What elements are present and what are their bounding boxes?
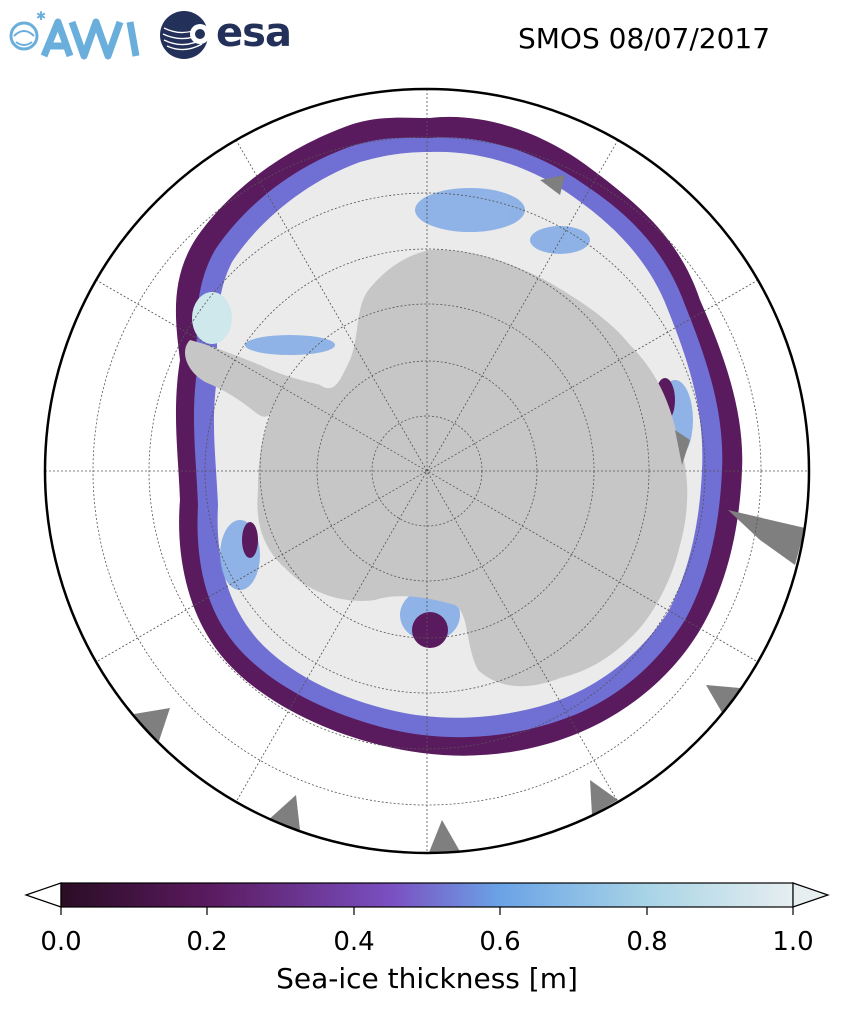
thick-ice-spot bbox=[192, 292, 232, 344]
colorbar-label: Sea-ice thickness [m] bbox=[276, 962, 578, 995]
colorbar: 0.0 0.2 0.4 0.6 0.8 1.0 bbox=[24, 882, 830, 957]
map-title: SMOS 08/07/2017 bbox=[518, 22, 771, 55]
esa-logo bbox=[160, 11, 210, 59]
colorbar-extend-low bbox=[24, 882, 62, 908]
sea-ice-map bbox=[43, 87, 811, 855]
colorbar-extend-high bbox=[792, 882, 830, 908]
antarctic-peninsula bbox=[185, 340, 320, 417]
tick-label: 0.0 bbox=[40, 927, 81, 957]
map-boundary bbox=[43, 87, 811, 855]
antarctica bbox=[257, 249, 688, 687]
awi-logo: ✱ bbox=[9, 9, 140, 60]
colorbar-ticks bbox=[60, 907, 794, 915]
esa-wordmark: esa bbox=[216, 10, 292, 56]
tick-label: 1.0 bbox=[772, 927, 813, 957]
graticule bbox=[45, 89, 809, 853]
tick-label: 0.6 bbox=[479, 927, 520, 957]
tick-label: 0.2 bbox=[186, 927, 227, 957]
tick-label: 0.4 bbox=[333, 927, 374, 957]
tick-label: 0.8 bbox=[626, 927, 667, 957]
colorbar-gradient bbox=[60, 882, 794, 908]
svg-text:✱: ✱ bbox=[36, 9, 46, 23]
